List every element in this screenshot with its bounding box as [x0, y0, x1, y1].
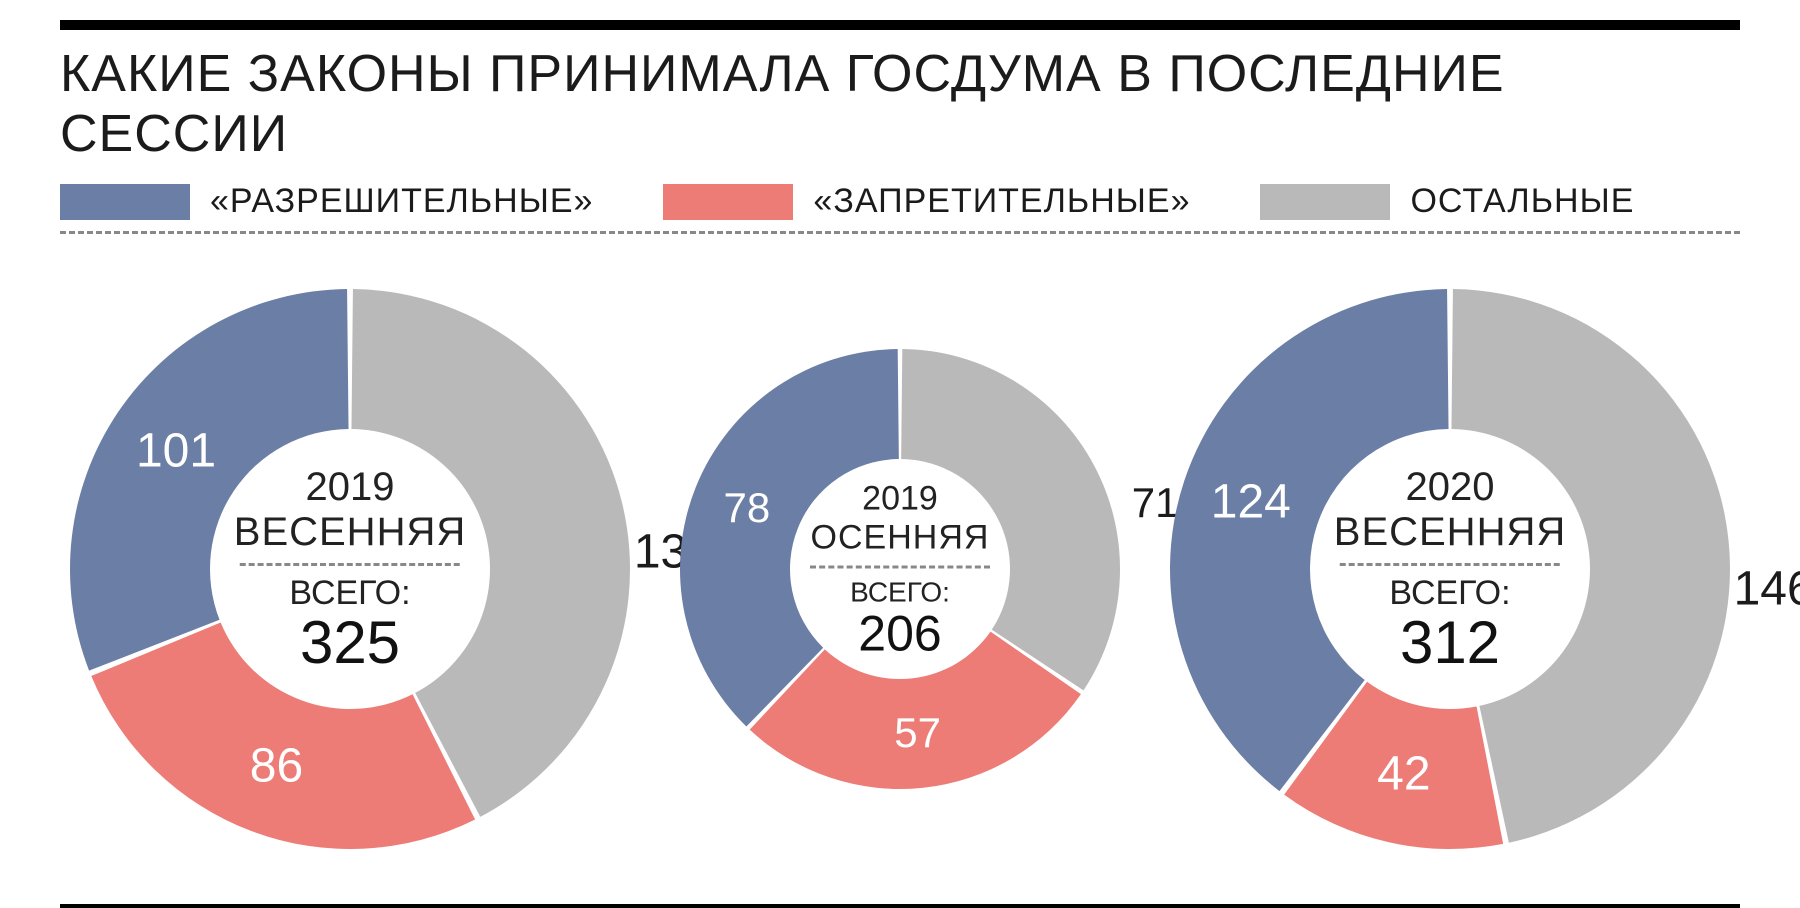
donut-chart: 13886101 2019 ВЕСЕННЯЯ ВСЕГО: 325	[70, 289, 630, 849]
legend: «РАЗРЕШИТЕЛЬНЫЕ» «ЗАПРЕТИТЕЛЬНЫЕ» ОСТАЛЬНЫ…	[60, 182, 1740, 221]
slice-label-other: 146	[1734, 562, 1800, 617]
legend-divider	[60, 231, 1740, 234]
legend-label: «ЗАПРЕТИТЕЛЬНЫЕ»	[813, 182, 1190, 221]
donut-svg	[1170, 289, 1730, 849]
charts-row: 13886101 2019 ВЕСЕННЯЯ ВСЕГО: 325 715778…	[60, 254, 1740, 884]
top-rule	[60, 20, 1740, 30]
legend-swatch	[60, 184, 190, 220]
legend-swatch	[1260, 184, 1390, 220]
legend-item: «РАЗРЕШИТЕЛЬНЫЕ»	[60, 182, 593, 221]
donut-slice-other	[1451, 289, 1730, 843]
donut-slice-deny	[91, 623, 475, 849]
bottom-rule	[60, 904, 1740, 908]
donut-slice-allow	[70, 289, 349, 671]
donut-chart: 715778 2019 ОСЕННЯЯ ВСЕГО: 206	[680, 349, 1120, 789]
donut-svg	[70, 289, 630, 849]
chart-title: КАКИЕ ЗАКОНЫ ПРИНИМАЛА ГОСДУМА В ПОСЛЕДН…	[60, 44, 1740, 164]
donut-svg	[680, 349, 1120, 789]
donut-slice-other	[901, 349, 1120, 690]
legend-label: «РАЗРЕШИТЕЛЬНЫЕ»	[210, 182, 593, 221]
infographic-frame: КАКИЕ ЗАКОНЫ ПРИНИМАЛА ГОСДУМА В ПОСЛЕДН…	[0, 0, 1800, 903]
legend-swatch	[663, 184, 793, 220]
donut-chart: 14642124 2020 ВЕСЕННЯЯ ВСЕГО: 312	[1170, 289, 1730, 849]
donut-slice-allow	[680, 349, 899, 726]
legend-label: ОСТАЛЬНЫЕ	[1410, 182, 1634, 221]
legend-item: «ЗАПРЕТИТЕЛЬНЫЕ»	[663, 182, 1190, 221]
legend-item: ОСТАЛЬНЫЕ	[1260, 182, 1634, 221]
